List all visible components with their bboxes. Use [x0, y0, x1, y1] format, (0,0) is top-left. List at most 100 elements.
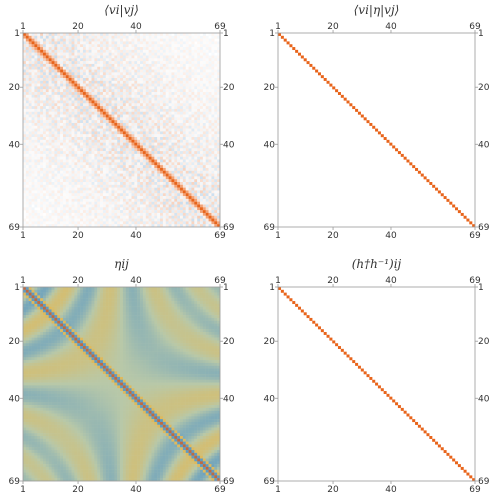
heatmap-cell	[137, 218, 141, 222]
heatmap-cell	[60, 179, 64, 183]
panel-frame	[277, 32, 476, 228]
heatmap-cell	[140, 151, 144, 155]
heatmap-cell	[157, 167, 161, 171]
heatmap-cell	[105, 108, 109, 112]
heatmap-cell	[191, 49, 195, 53]
heatmap-cell	[48, 117, 52, 121]
heatmap-cell	[162, 97, 166, 101]
heatmap-cell	[125, 173, 129, 177]
heatmap-cell	[180, 38, 184, 42]
heatmap-cell	[165, 218, 169, 222]
heatmap-cell	[82, 94, 86, 98]
heatmap-cell	[168, 80, 172, 84]
heatmap-cell	[91, 170, 95, 174]
heatmap-cell	[125, 148, 129, 152]
heatmap-cell	[37, 94, 41, 98]
heatmap-cell	[185, 131, 189, 135]
heatmap-cell	[145, 108, 149, 112]
heatmap-cell	[108, 120, 112, 124]
heatmap-cell	[140, 139, 144, 143]
heatmap-cell	[200, 128, 204, 132]
heatmap-cell	[162, 108, 166, 112]
heatmap-cell	[102, 134, 106, 138]
heatmap-cell	[162, 212, 166, 216]
heatmap-cell	[160, 69, 164, 73]
heatmap-cell	[57, 215, 61, 219]
heatmap-cell	[125, 156, 129, 160]
heatmap-cell	[105, 75, 109, 79]
heatmap-cell	[208, 151, 212, 155]
heatmap-cell	[111, 111, 115, 115]
heatmap-cell	[197, 52, 201, 56]
heatmap-cell	[177, 72, 181, 76]
heatmap-cell	[140, 134, 144, 138]
heatmap-cell	[134, 100, 138, 104]
heatmap-cell	[309, 63, 313, 67]
heatmap-cell	[60, 151, 64, 155]
heatmap-cell	[142, 210, 146, 214]
heatmap-cell	[148, 49, 152, 53]
heatmap-cell	[194, 212, 198, 216]
heatmap-cell	[174, 142, 178, 146]
heatmap-cell	[54, 212, 58, 216]
heatmap-cell	[171, 137, 175, 140]
heatmap-cell	[68, 106, 72, 110]
x-tick-label-top: 69	[469, 22, 481, 32]
heatmap-cell	[120, 218, 124, 222]
heatmap-cell	[217, 137, 221, 140]
heatmap-cell	[77, 111, 81, 115]
heatmap-cell	[177, 207, 181, 211]
heatmap-cell	[140, 221, 144, 225]
heatmap-cell	[25, 89, 29, 93]
heatmap-cell	[191, 106, 195, 110]
heatmap-cell	[117, 167, 121, 171]
heatmap-cell	[200, 120, 204, 124]
heatmap-cell	[108, 207, 112, 211]
heatmap-cell	[48, 212, 52, 216]
heatmap-cell	[122, 156, 126, 160]
heatmap-cell	[82, 170, 86, 174]
heatmap-cell	[25, 224, 29, 228]
heatmap-cell	[88, 75, 92, 79]
heatmap-cell	[122, 215, 126, 219]
heatmap-cell	[23, 61, 27, 65]
heatmap-cell	[97, 49, 101, 53]
heatmap-cell	[54, 41, 58, 45]
heatmap-cell	[200, 210, 204, 214]
heatmap-cell	[34, 173, 38, 177]
heatmap-cell	[165, 196, 169, 200]
heatmap-cell	[57, 89, 61, 93]
heatmap-cell	[85, 35, 89, 39]
heatmap-cell	[217, 69, 221, 73]
heatmap-cell	[437, 190, 441, 194]
heatmap-cell	[131, 184, 135, 188]
heatmap-cell	[40, 66, 44, 70]
heatmap-cell	[105, 92, 109, 95]
heatmap-cell	[211, 187, 215, 191]
heatmap-cell	[171, 89, 175, 93]
heatmap-cell	[48, 162, 52, 166]
heatmap-cell	[165, 38, 169, 42]
heatmap-cell	[162, 128, 166, 132]
heatmap-cell	[34, 210, 38, 214]
heatmap-cell	[97, 139, 101, 143]
heatmap-cell	[125, 176, 129, 180]
heatmap-cell	[134, 47, 138, 51]
heatmap-cell	[168, 218, 172, 222]
heatmap-cell	[28, 148, 32, 152]
heatmap-cell	[54, 224, 58, 228]
heatmap-cell	[102, 41, 106, 45]
heatmap-cell	[80, 139, 84, 143]
heatmap-cell	[65, 198, 69, 202]
heatmap-cell	[145, 72, 149, 76]
heatmap-cell	[105, 142, 109, 146]
heatmap-cell	[57, 80, 61, 84]
heatmap-cell	[25, 75, 29, 79]
heatmap-cell	[65, 89, 69, 93]
heatmap-cell	[68, 77, 72, 81]
heatmap-cell	[37, 221, 41, 225]
heatmap-cell	[197, 69, 201, 73]
heatmap-cell	[131, 142, 135, 146]
heatmap-cell	[185, 190, 189, 194]
heatmap-cell	[134, 182, 138, 185]
